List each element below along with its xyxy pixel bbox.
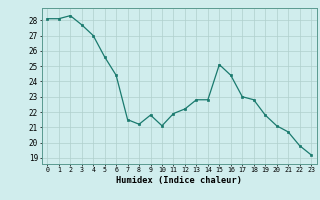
X-axis label: Humidex (Indice chaleur): Humidex (Indice chaleur) xyxy=(116,176,242,185)
